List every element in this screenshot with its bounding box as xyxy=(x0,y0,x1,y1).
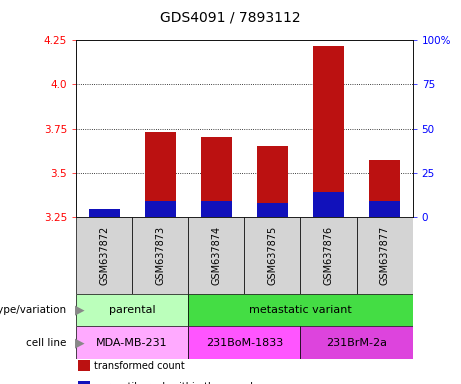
Bar xyxy=(369,161,400,217)
Text: metastatic variant: metastatic variant xyxy=(249,305,352,315)
Bar xyxy=(313,46,344,217)
Text: genotype/variation: genotype/variation xyxy=(0,305,67,315)
Bar xyxy=(201,137,232,217)
Text: parental: parental xyxy=(109,305,155,315)
Text: transformed count: transformed count xyxy=(94,361,184,371)
Text: 231BrM-2a: 231BrM-2a xyxy=(326,338,387,348)
Text: 231BoM-1833: 231BoM-1833 xyxy=(206,338,283,348)
Text: ▶: ▶ xyxy=(75,304,84,316)
Bar xyxy=(201,202,232,217)
FancyBboxPatch shape xyxy=(132,217,188,294)
Text: GDS4091 / 7893112: GDS4091 / 7893112 xyxy=(160,10,301,24)
Bar xyxy=(145,132,176,217)
Bar xyxy=(89,209,119,217)
FancyBboxPatch shape xyxy=(356,217,413,294)
Bar xyxy=(369,202,400,217)
Text: MDA-MB-231: MDA-MB-231 xyxy=(96,338,168,348)
Bar xyxy=(89,212,119,217)
FancyBboxPatch shape xyxy=(76,294,188,326)
Text: GSM637872: GSM637872 xyxy=(99,226,109,285)
Text: GSM637873: GSM637873 xyxy=(155,226,165,285)
Text: GSM637874: GSM637874 xyxy=(211,226,221,285)
FancyBboxPatch shape xyxy=(188,326,301,359)
FancyBboxPatch shape xyxy=(301,217,356,294)
FancyBboxPatch shape xyxy=(244,217,301,294)
Text: GSM637876: GSM637876 xyxy=(324,226,333,285)
Bar xyxy=(257,203,288,217)
Bar xyxy=(313,192,344,217)
Text: GSM637877: GSM637877 xyxy=(379,226,390,285)
FancyBboxPatch shape xyxy=(76,326,188,359)
Bar xyxy=(145,202,176,217)
FancyBboxPatch shape xyxy=(301,326,413,359)
Bar xyxy=(257,146,288,217)
Text: ▶: ▶ xyxy=(75,336,84,349)
Text: cell line: cell line xyxy=(26,338,67,348)
Text: GSM637875: GSM637875 xyxy=(267,226,278,285)
FancyBboxPatch shape xyxy=(76,217,132,294)
FancyBboxPatch shape xyxy=(188,217,244,294)
Text: percentile rank within the sample: percentile rank within the sample xyxy=(94,382,259,384)
FancyBboxPatch shape xyxy=(188,294,413,326)
